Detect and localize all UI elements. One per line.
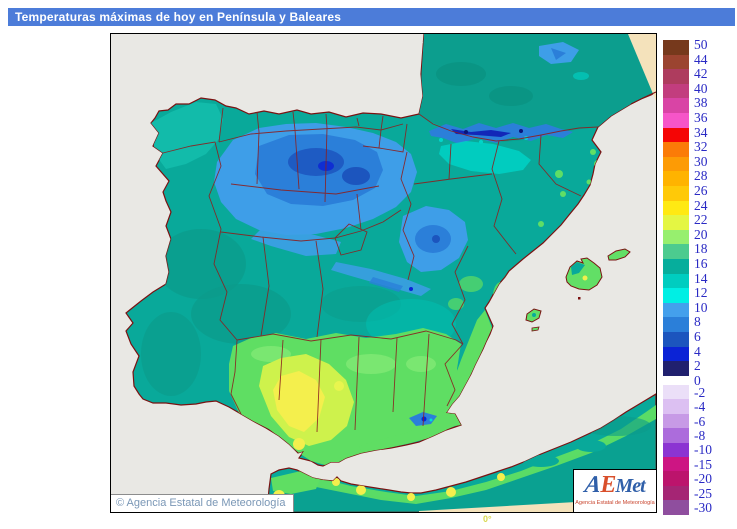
legend-color-block: [663, 288, 689, 304]
legend-color-block: [663, 385, 689, 400]
legend-color-block: [663, 40, 689, 56]
legend-color-block: [663, 215, 689, 231]
legend-tick-label: 18: [694, 241, 708, 257]
legend-color-block: [663, 171, 689, 187]
legend-color-block: [663, 457, 689, 472]
legend-color-block: [663, 156, 689, 172]
legend-tick-label: 24: [694, 197, 708, 213]
legend-color-block: [663, 186, 689, 202]
legend-tick-label: 42: [694, 66, 708, 82]
legend-color-block: [663, 471, 689, 487]
legend-tick-label: 26: [694, 183, 708, 198]
legend-tick-label: -8: [694, 427, 706, 443]
legend-tick-label: 28: [694, 168, 708, 184]
legend-tick-label: 8: [694, 314, 701, 330]
legend-tick-label: 0: [694, 372, 701, 388]
legend-color-block: [663, 500, 689, 516]
aemet-logo: AEMet Agencia Estatal de Meteorología: [573, 469, 656, 512]
legend-tick-label: 38: [694, 95, 708, 111]
legend-color-block: [663, 229, 689, 245]
legend-tick-label: 40: [694, 80, 708, 96]
aemet-logo-text: AEMet: [574, 472, 656, 499]
legend-tick-label: -30: [694, 499, 712, 515]
legend-color-block: [663, 317, 689, 333]
legend-tick-label: -6: [694, 413, 706, 429]
copyright-notice: © Agencia Estatal de Meteorología: [111, 494, 294, 512]
legend-tick-label: 20: [694, 226, 708, 242]
legend-color-block: [663, 485, 689, 501]
legend-color-block: [663, 442, 689, 458]
legend-tick-label: 50: [694, 37, 708, 52]
legend-color-block: [663, 54, 689, 70]
legend-tick-label: 30: [694, 153, 708, 169]
aemet-logo-subtitle: Agencia Estatal de Meteorología: [575, 500, 655, 506]
weather-map: © Agencia Estatal de Meteorología AEMet …: [110, 33, 657, 513]
legend-tick-label: 36: [694, 110, 708, 125]
legend-tick-label: 12: [694, 285, 708, 301]
legend-color-block: [663, 332, 689, 348]
logo-letter: E: [600, 472, 616, 498]
legend-tick-label: 10: [694, 299, 708, 315]
legend-tick-label: -25: [694, 485, 712, 501]
legend-tick-label: 2: [694, 358, 701, 374]
legend-color-block: [663, 361, 689, 377]
legend-tick-label: 34: [694, 124, 708, 140]
legend-tick-label: -4: [694, 399, 706, 415]
logo-letter: Met: [615, 475, 645, 497]
legend-colorbar: 50 44 42 40 38 36 34 32 30 28 26 24 22 20 18 16 14 12 10 8 6…: [663, 37, 733, 518]
legend-tick-label: 32: [694, 139, 708, 155]
map-image: [125, 34, 656, 512]
legend-color-block: [663, 200, 689, 216]
legend-color-block: [663, 259, 689, 275]
legend-color-block: [663, 428, 689, 444]
legend-color-block: [663, 413, 689, 429]
page-title: Temperaturas máximas de hoy en Península…: [8, 8, 735, 26]
legend-tick-label: 44: [694, 51, 708, 67]
legend-color-block: [663, 83, 689, 99]
legend-color-block: [663, 69, 689, 85]
legend-tick-label: 22: [694, 212, 708, 228]
legend-tick-label: 14: [694, 270, 708, 286]
meridian-label: 0°: [483, 514, 492, 524]
legend-tick-label: 6: [694, 329, 701, 344]
legend-color-block: [663, 127, 689, 143]
legend-tick-label: -10: [694, 442, 712, 458]
legend-tick-label: 16: [694, 256, 708, 271]
legend-color-block: [663, 399, 689, 415]
legend-tick-label: -15: [694, 456, 712, 472]
legend-tick-label: 4: [694, 343, 701, 359]
legend-color-block: [663, 302, 689, 318]
legend-color-block: [663, 113, 689, 129]
legend-color-block: [663, 142, 689, 158]
legend-tick-label: -2: [694, 384, 706, 400]
legend-color-block: [663, 244, 689, 260]
legend-color-block: [663, 98, 689, 114]
legend-color-block: [663, 273, 689, 289]
legend-tick-label: -20: [694, 471, 712, 487]
legend-color-block: [663, 346, 689, 362]
